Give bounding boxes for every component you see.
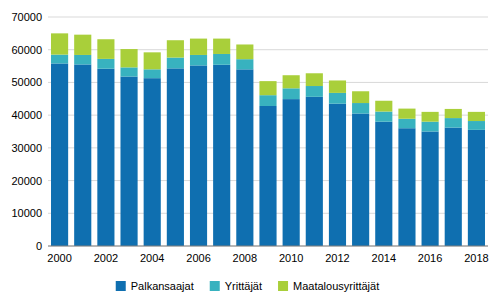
y-tick-label: 20000	[11, 175, 42, 187]
x-tick-label: 2006	[186, 252, 210, 264]
y-tick-label: 70000	[11, 11, 42, 23]
bars	[51, 33, 485, 246]
legend-swatch	[210, 281, 220, 291]
x-tick-label: 2012	[325, 252, 349, 264]
bar	[144, 52, 161, 69]
bar	[97, 69, 114, 246]
bar	[375, 112, 392, 122]
x-axis	[48, 246, 488, 247]
bar	[97, 59, 114, 69]
bar	[352, 103, 369, 113]
bar	[120, 49, 137, 67]
x-tick-label: 2004	[140, 252, 164, 264]
bar	[306, 97, 323, 246]
bar	[375, 122, 392, 246]
bar	[120, 67, 137, 76]
bar	[352, 114, 369, 246]
bar	[51, 55, 68, 64]
bar	[190, 65, 207, 246]
legend-label: Yrittäjät	[225, 280, 262, 292]
bar	[306, 86, 323, 97]
y-tick-label: 0	[36, 240, 42, 252]
x-tick-label: 2000	[47, 252, 71, 264]
bar	[236, 69, 253, 246]
legend-label: Maatalousyrittäjät	[293, 280, 379, 292]
bar	[167, 40, 184, 57]
bar	[468, 112, 485, 121]
legend-swatch	[116, 281, 126, 291]
bar	[144, 69, 161, 78]
bar	[259, 81, 276, 95]
bar	[398, 109, 415, 119]
legend-swatch	[278, 281, 288, 291]
bar	[422, 112, 439, 122]
y-tick-label: 50000	[11, 76, 42, 88]
bar	[74, 64, 91, 246]
bar	[445, 109, 462, 118]
bar	[283, 75, 300, 88]
x-tick-label: 2016	[418, 252, 442, 264]
x-tick-label: 2014	[372, 252, 396, 264]
bar	[120, 77, 137, 246]
bar	[144, 78, 161, 246]
y-tick-label: 10000	[11, 207, 42, 219]
x-tick-label: 2018	[464, 252, 488, 264]
bar	[97, 39, 114, 59]
bar	[329, 80, 346, 92]
y-tick-label: 40000	[11, 109, 42, 121]
y-tick-label: 60000	[11, 44, 42, 56]
y-tick-label: 30000	[11, 142, 42, 154]
legend-label: Palkansaajat	[131, 280, 194, 292]
chart: 0 10000 20000 30000 40000 50000 60000 70000 2000…	[0, 0, 495, 302]
bar	[190, 55, 207, 65]
bar	[236, 44, 253, 59]
x-tick-label: 2008	[233, 252, 257, 264]
bar	[352, 91, 369, 103]
bar	[167, 68, 184, 246]
bar	[190, 39, 207, 55]
bar	[398, 119, 415, 128]
bar	[445, 128, 462, 246]
bar	[213, 54, 230, 65]
bar	[51, 63, 68, 246]
grid-line	[48, 17, 488, 18]
grid-line	[48, 246, 488, 247]
bar	[283, 99, 300, 246]
bar	[167, 58, 184, 69]
bar	[74, 35, 91, 55]
bar	[329, 104, 346, 246]
bar	[213, 65, 230, 246]
bar	[259, 95, 276, 106]
bar	[375, 101, 392, 112]
bar	[422, 122, 439, 132]
x-tick-label: 2002	[94, 252, 118, 264]
bar	[213, 39, 230, 54]
bar	[329, 93, 346, 104]
bar	[259, 106, 276, 246]
bar	[74, 55, 91, 64]
bar	[445, 118, 462, 127]
bar	[283, 88, 300, 99]
bar	[398, 128, 415, 246]
bar	[236, 59, 253, 69]
bar	[468, 121, 485, 130]
bar	[468, 130, 485, 246]
bar	[422, 132, 439, 247]
legend: Palkansaajat Yrittäjät Maatalousyrittäjät	[116, 280, 380, 292]
x-tick-label: 2010	[279, 252, 303, 264]
bar	[306, 73, 323, 86]
bar	[51, 33, 68, 54]
